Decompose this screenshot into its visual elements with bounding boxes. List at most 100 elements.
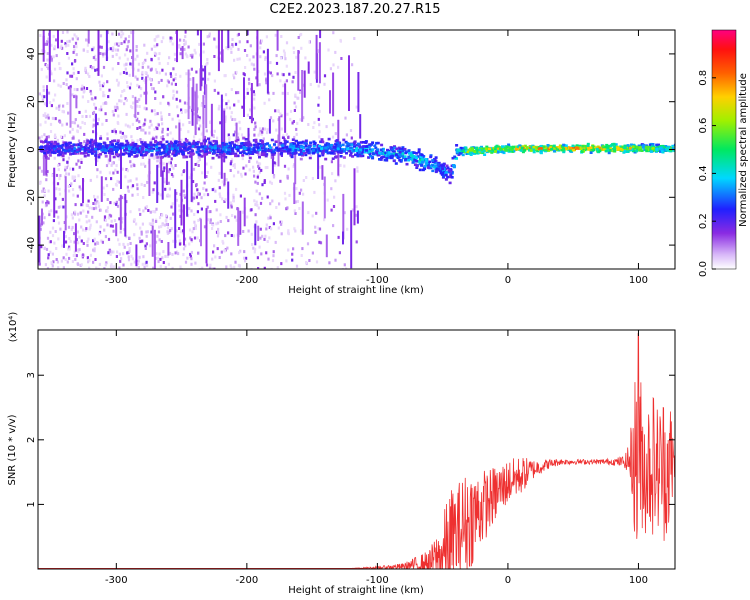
heatmap-cell xyxy=(231,158,234,162)
heatmap-cell xyxy=(78,165,81,169)
heatmap-cell xyxy=(233,58,236,62)
heatmap-cell xyxy=(78,149,82,153)
heatmap-cell xyxy=(45,42,49,46)
heatmap-cell xyxy=(259,236,262,240)
heatmap-cell xyxy=(176,146,180,150)
heatmap-cell xyxy=(200,207,203,211)
heatmap-cell xyxy=(338,251,341,255)
heatmap-cell xyxy=(367,145,371,149)
heatmap-cell xyxy=(117,238,120,242)
heatmap-cell xyxy=(149,119,152,123)
heatmap-cell xyxy=(105,144,108,147)
heatmap-cell xyxy=(196,236,199,240)
heatmap-cell xyxy=(90,148,94,151)
heatmap-cell xyxy=(125,62,128,66)
heatmap-cell xyxy=(252,139,256,142)
snr-scale-label: (x10⁴) xyxy=(8,312,19,343)
heatmap-cell xyxy=(433,164,437,168)
heatmap-cell xyxy=(501,150,504,154)
heatmap-cell xyxy=(205,148,209,151)
heatmap-cell xyxy=(116,170,119,174)
heatmap-cell xyxy=(195,151,199,154)
heatmap-cell xyxy=(141,154,145,157)
heatmap-cell xyxy=(442,173,445,176)
heatmap-cell xyxy=(97,267,100,269)
heatmap-cell xyxy=(173,52,176,56)
heatmap-cell xyxy=(242,151,246,155)
heatmap-cell xyxy=(237,32,240,36)
heatmap-cell xyxy=(274,33,277,37)
heatmap-cell xyxy=(564,146,568,150)
heatmap-cell xyxy=(526,147,529,151)
heatmap-cell xyxy=(300,188,303,192)
heatmap-cell xyxy=(225,265,228,269)
heatmap-cell xyxy=(90,152,94,155)
heatmap-cell xyxy=(184,145,188,148)
heatmap-cell xyxy=(421,158,425,161)
heatmap-cell xyxy=(39,34,42,37)
heatmap-cell xyxy=(413,163,417,166)
heatmap-cell xyxy=(150,57,153,61)
heatmap-cell xyxy=(314,230,317,234)
heatmap-cell xyxy=(128,35,131,39)
heatmap-cell xyxy=(512,149,516,153)
heatmap-cell xyxy=(494,145,498,149)
heatmap-cell xyxy=(44,138,48,142)
heatmap-cell xyxy=(62,205,65,209)
heatmap-cell xyxy=(247,148,251,151)
heatmap-cell xyxy=(356,166,359,170)
heatmap-cell xyxy=(65,172,68,176)
heatmap-cell xyxy=(206,205,209,209)
heatmap-cell xyxy=(93,247,96,251)
heatmap-cell xyxy=(242,210,245,214)
heatmap-cell xyxy=(184,143,188,146)
heatmap-cell xyxy=(266,128,269,132)
heatmap-cell xyxy=(207,77,210,81)
heatmap-cell xyxy=(168,168,171,172)
heatmap-cell xyxy=(130,262,133,266)
heatmap-cell xyxy=(68,39,71,43)
heatmap-cell xyxy=(66,71,69,75)
heatmap-cell xyxy=(224,118,227,122)
heatmap-cell xyxy=(138,85,141,89)
heatmap-cell xyxy=(259,227,262,231)
heatmap-cell xyxy=(265,153,269,156)
heatmap-cell xyxy=(243,147,247,151)
heatmap-cell xyxy=(292,164,295,168)
heatmap-cell xyxy=(225,106,229,110)
x-tick-label: -100 xyxy=(366,275,389,286)
heatmap-cell xyxy=(256,181,259,185)
heatmap-cell xyxy=(212,139,216,143)
heatmap-cell xyxy=(151,143,155,147)
heatmap-cell xyxy=(283,142,287,145)
heatmap-cell xyxy=(60,259,63,263)
heatmap-cell xyxy=(236,138,240,142)
heatmap-cell xyxy=(204,152,208,156)
heatmap-cell xyxy=(50,72,53,76)
heatmap-cell xyxy=(425,160,429,163)
heatmap-cell xyxy=(97,142,101,146)
heatmap-cell xyxy=(250,83,253,124)
heatmap-cell xyxy=(47,146,51,150)
heatmap-cell xyxy=(235,122,238,141)
heatmap-cell xyxy=(482,149,486,153)
heatmap-cell xyxy=(178,141,182,144)
heatmap-cell xyxy=(213,244,216,248)
heatmap-cell xyxy=(67,149,71,152)
snr-panel: -300 -200 -100 0 100 123 Height of straight … xyxy=(7,312,676,596)
heatmap-cell xyxy=(244,138,248,141)
heatmap-cell xyxy=(453,155,457,159)
heatmap-cell xyxy=(218,171,221,175)
heatmap-cell xyxy=(660,150,664,153)
heatmap-cell xyxy=(207,137,210,141)
heatmap-cell xyxy=(176,150,180,153)
heatmap-cell xyxy=(370,155,374,159)
heatmap-cell xyxy=(259,129,262,133)
heatmap-cell xyxy=(403,147,407,151)
heatmap-cell xyxy=(152,188,155,192)
heatmap-cell xyxy=(96,200,99,204)
heatmap-cell xyxy=(182,155,186,159)
heatmap-cell xyxy=(150,153,154,156)
heatmap-cell xyxy=(138,236,141,240)
heatmap-cell xyxy=(258,166,261,170)
